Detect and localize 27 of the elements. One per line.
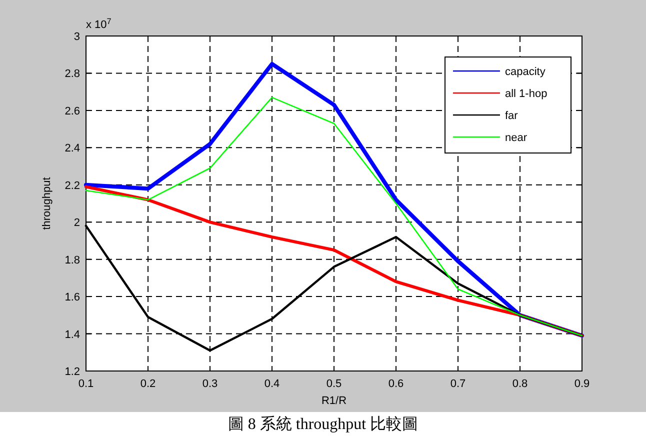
y-tick-label: 2.6	[64, 105, 80, 118]
y-tick-label: 2.8	[64, 68, 80, 80]
x-axis-title: R1/R	[321, 395, 347, 407]
y-tick-label: 1.8	[64, 254, 80, 266]
y-tick-label: 3	[74, 31, 80, 43]
y-tick-label: 2	[74, 217, 80, 230]
x-tick-label: 0.4	[264, 378, 280, 390]
x-tick-label: 0.2	[140, 378, 156, 390]
legend-label: far	[505, 110, 518, 122]
legend-label: near	[505, 132, 528, 144]
x-tick-label: 0.6	[388, 378, 404, 390]
x-tick-label: 0.3	[202, 378, 218, 390]
x-tick-label: 0.8	[512, 378, 528, 390]
x-tick-label: 0.7	[450, 378, 466, 390]
y-axis-title: throughput	[41, 177, 53, 230]
x-tick-label: 0.9	[574, 378, 590, 390]
y-tick-label: 1.6	[64, 292, 80, 304]
x-tick-label: 0.5	[326, 378, 342, 390]
legend-label: capacity	[505, 66, 546, 78]
y-tick-label: 2.4	[64, 142, 80, 155]
y-tick-label: 1.2	[64, 366, 80, 378]
legend-label: all 1-hop	[505, 88, 548, 100]
y-tick-label: 2.2	[64, 180, 80, 192]
x-tick-label: 0.1	[78, 378, 94, 390]
text: x 10$^{7}$	[86, 16, 112, 31]
caption: 圖 8 系統 throughput 比較圖	[228, 415, 418, 433]
y-tick-label: 1.4	[64, 328, 80, 341]
